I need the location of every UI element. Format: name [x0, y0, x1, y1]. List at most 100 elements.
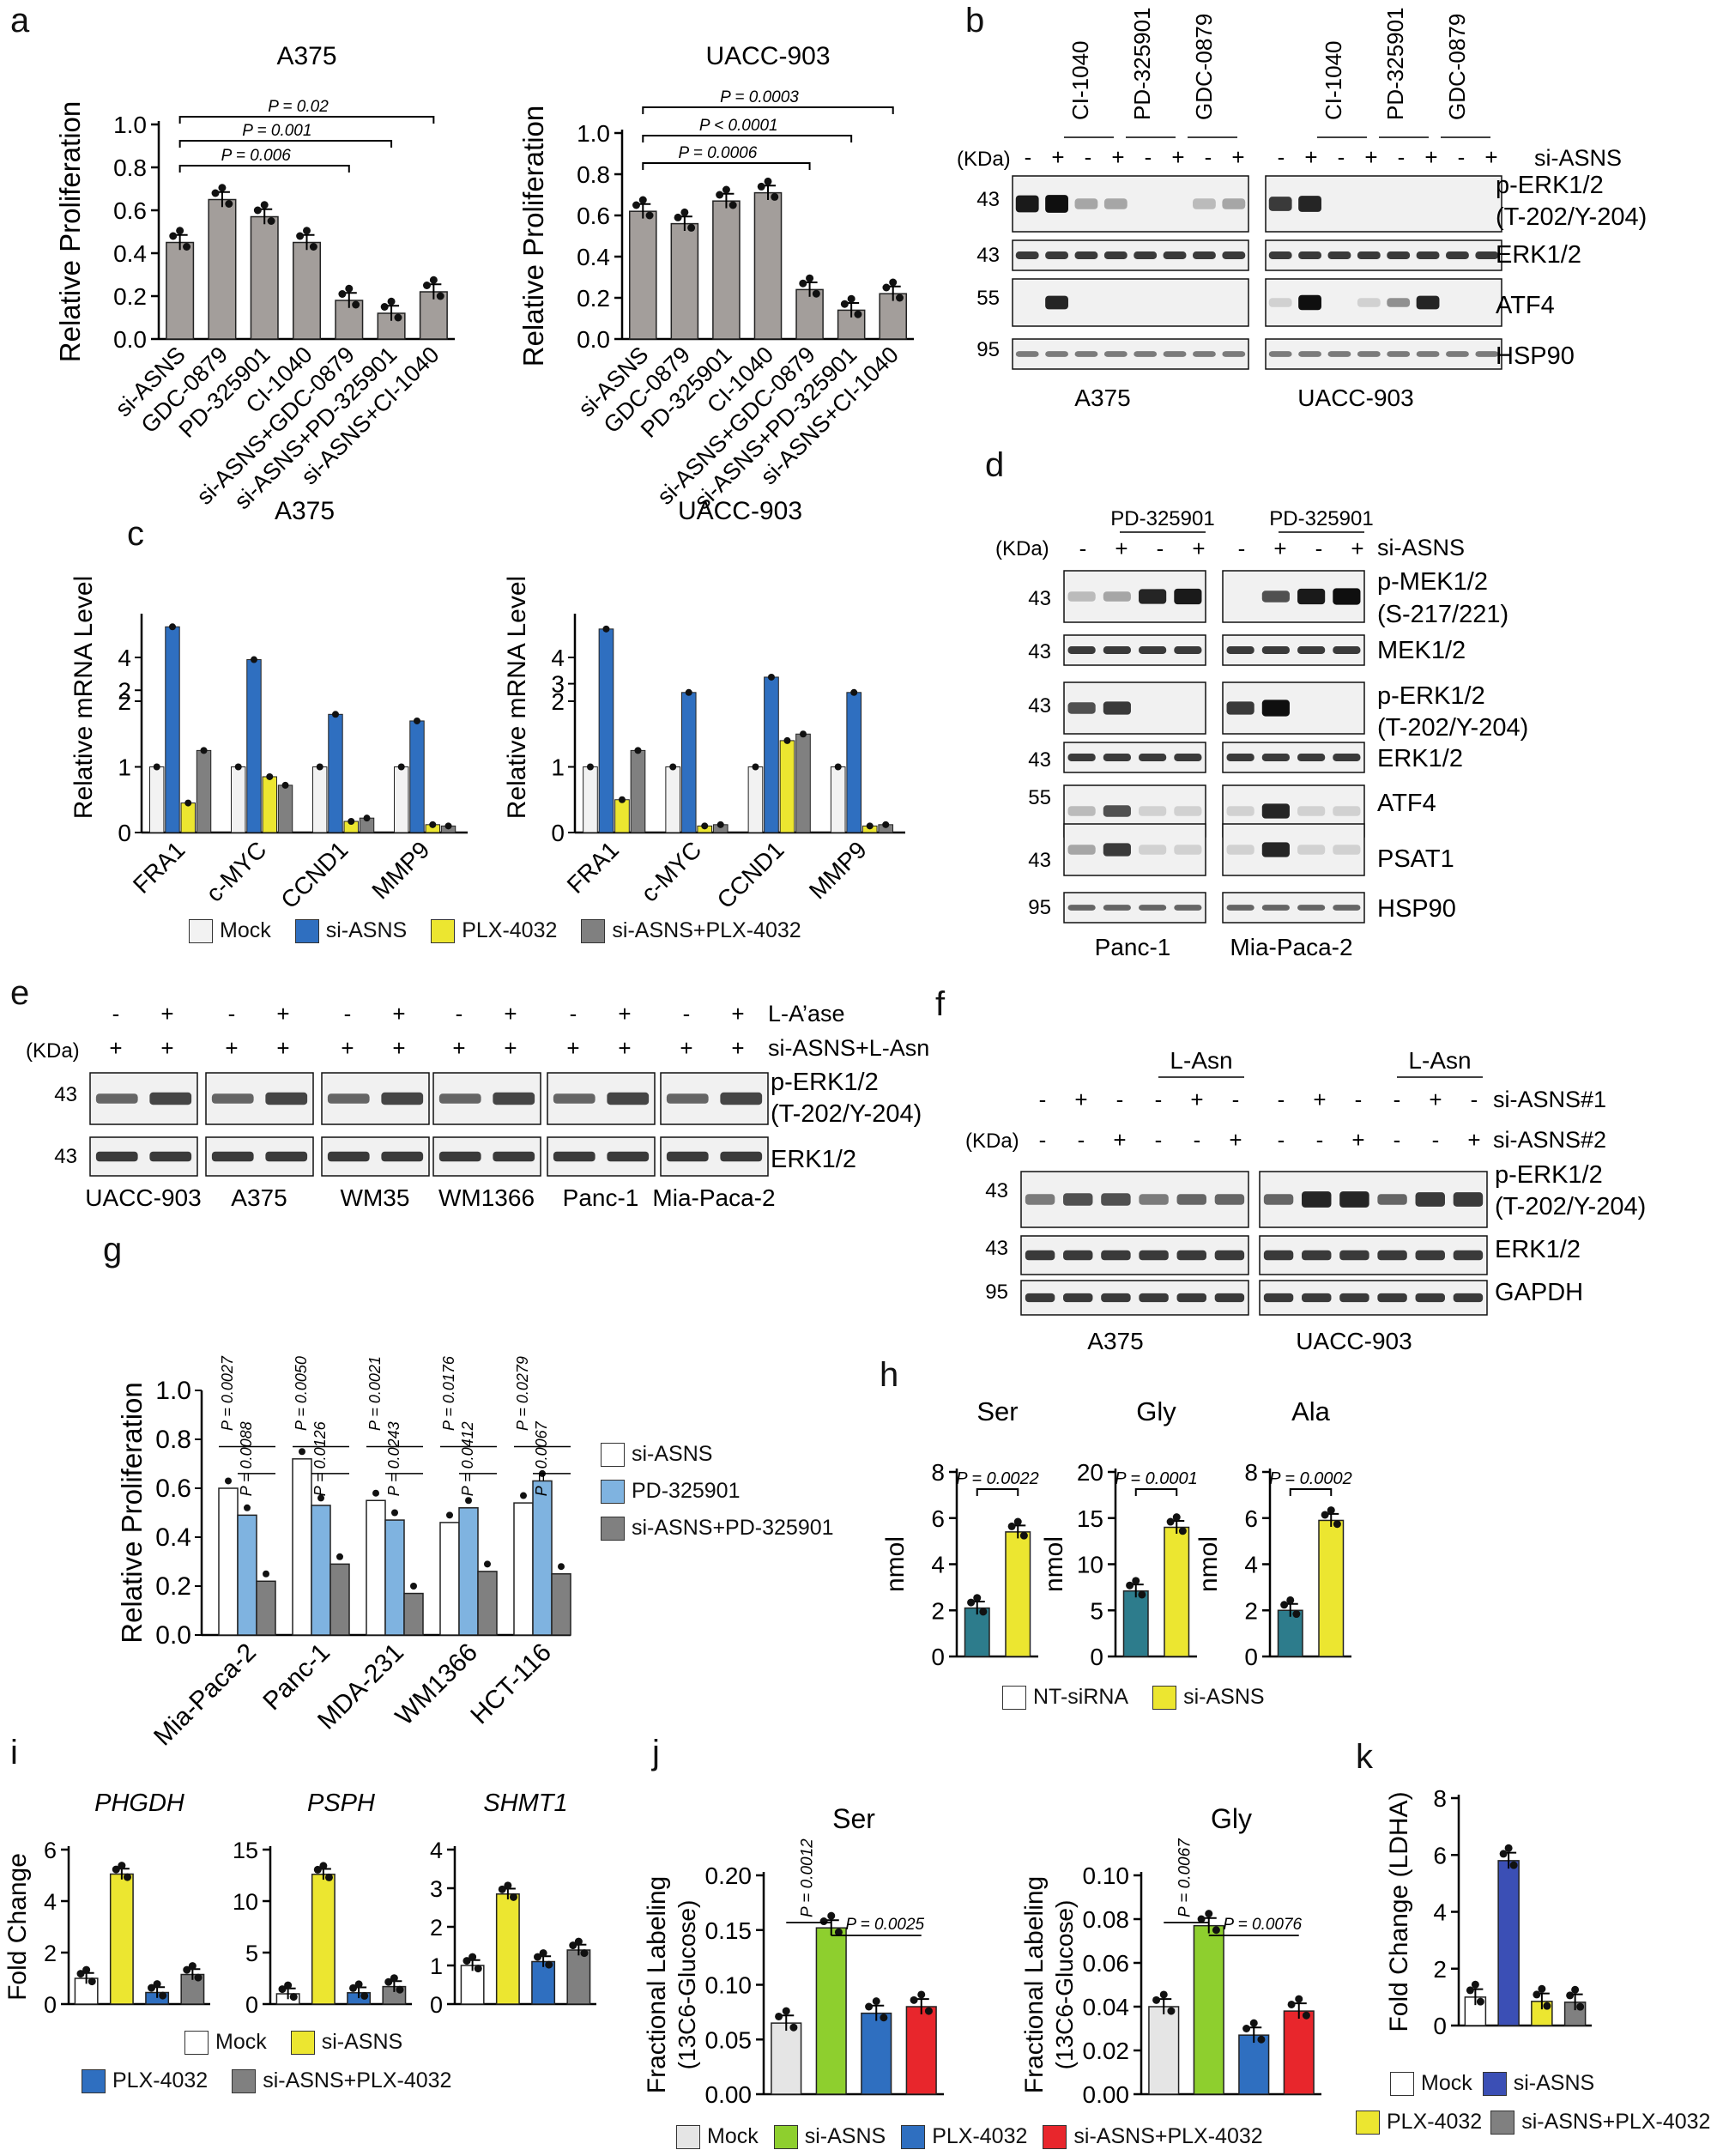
- data-point: [363, 815, 371, 822]
- blot-band: [211, 1093, 254, 1104]
- data-point: [309, 243, 317, 251]
- data-point: [895, 294, 904, 302]
- data-point: [1287, 2000, 1296, 2008]
- data-point: [263, 1570, 269, 1578]
- data-point: [169, 232, 178, 240]
- blot-band: [149, 1092, 192, 1105]
- panel-label-k: k: [1356, 1738, 1373, 1776]
- data-point: [123, 1873, 131, 1881]
- data-point: [250, 656, 257, 663]
- data-point: [352, 300, 360, 309]
- blot-band: [1327, 351, 1351, 357]
- legend-swatch-mock: [676, 2124, 700, 2149]
- kda-marker: 43: [54, 1145, 77, 1168]
- legend-k-0: Mock: [1421, 2071, 1472, 2095]
- y-tick-label: 1: [118, 754, 131, 781]
- blot-band: [211, 1151, 254, 1162]
- cell-line-label: A375: [231, 1184, 287, 1211]
- y-tick-label: 0.0: [155, 1621, 191, 1650]
- blot-band: [1101, 1250, 1131, 1261]
- sign: -: [1398, 144, 1406, 170]
- sign: +: [1484, 144, 1497, 170]
- sign: -: [1316, 1127, 1324, 1153]
- y-axis-label: Fractional Labeling: [643, 1876, 671, 2094]
- data-point: [153, 1980, 161, 1989]
- chart-title: PHGDH: [94, 1790, 184, 1817]
- data-point: [474, 1965, 482, 1973]
- legend-swatch-mock: [1390, 2071, 1414, 2096]
- sign: +: [225, 1035, 238, 1061]
- chart-j1: 0.00 0.05 0.10 0.15 0.20 Ser Fractional Labeli…: [643, 1803, 944, 2108]
- blot-band: [1415, 1250, 1445, 1261]
- data-point: [847, 294, 855, 303]
- y-tick-label: 0.4: [155, 1523, 191, 1552]
- blot-band: [1176, 1250, 1206, 1261]
- blot-band: [1416, 351, 1440, 357]
- blot-band: [1067, 845, 1096, 855]
- blot-band: [493, 1151, 535, 1162]
- blot-band: [149, 1151, 192, 1162]
- chart-title: Ser: [832, 1803, 875, 1834]
- data-point: [1471, 1980, 1479, 1989]
- data-point: [281, 781, 289, 789]
- legend-g-2: si-ASNS+PD-325901: [632, 1516, 834, 1540]
- data-point: [882, 283, 891, 292]
- blot-band: [1261, 590, 1290, 603]
- p-value-label: P = 0.0021: [366, 1356, 384, 1431]
- legend-i-0: Mock: [215, 2030, 267, 2054]
- data-point: [789, 2023, 798, 2032]
- y-axis-label: nmol: [881, 1536, 910, 1592]
- data-point: [316, 763, 323, 771]
- data-point: [1504, 1844, 1513, 1852]
- kda-marker: 95: [1028, 896, 1051, 919]
- sign: +: [1171, 144, 1184, 170]
- blot-band: [1268, 298, 1292, 307]
- kda-marker: 43: [976, 188, 1000, 211]
- blot-band: [1214, 1250, 1245, 1261]
- p-value-label: P = 0.0076: [1223, 1916, 1302, 1934]
- blot-band: [1103, 701, 1131, 715]
- data-point: [799, 730, 807, 738]
- data-point: [1152, 1996, 1161, 2004]
- y-tick-label: 2: [1433, 1956, 1447, 1983]
- blot-membrane: [1259, 1171, 1488, 1228]
- blot-band: [1067, 702, 1096, 714]
- y-tick-label: 2: [118, 688, 131, 715]
- blot-band: [1063, 1193, 1093, 1206]
- y-tick-label: 2: [1244, 1597, 1258, 1624]
- blot-band: [1226, 646, 1254, 654]
- legend-swatch-si-asns: [773, 2124, 798, 2149]
- legend-swatch-si-asns: [294, 918, 319, 943]
- kda-label: (KDa): [965, 1129, 1019, 1153]
- kda-label: (KDa): [957, 148, 1011, 171]
- y-tick-label: 0.2: [577, 285, 610, 312]
- data-point: [806, 274, 814, 282]
- blot-band: [1103, 905, 1131, 911]
- y-tick-label: 10: [233, 1889, 258, 1915]
- data-point: [634, 747, 642, 754]
- data-point: [317, 1494, 324, 1502]
- data-point: [1280, 1601, 1289, 1609]
- legend-g-0: si-ASNS: [632, 1442, 713, 1466]
- y-tick-label: 1.0: [155, 1377, 191, 1405]
- blot-band: [1261, 646, 1290, 654]
- bar: [256, 1580, 276, 1636]
- kda-marker: 43: [985, 1237, 1008, 1260]
- data-point: [194, 1973, 203, 1982]
- cell-line-label: Mia-Paca-2: [1230, 934, 1352, 960]
- legend-j: Mock si-ASNS PLX-4032 si-ASNS+PLX-4032: [676, 2124, 1263, 2149]
- sign: +: [1424, 144, 1437, 170]
- blot-row-label: p-ERK1/2: [1496, 172, 1604, 199]
- y-tick-label: 4: [551, 645, 565, 671]
- data-point: [674, 213, 682, 221]
- blot-band: [1015, 351, 1039, 357]
- data-point: [669, 763, 677, 771]
- data-point: [1013, 1517, 1022, 1526]
- data-point: [827, 1911, 836, 1920]
- data-point: [484, 1560, 491, 1568]
- y-axis-label: Fold Change (LDHA): [1385, 1791, 1413, 2032]
- blot-band: [1377, 1194, 1407, 1205]
- bar: [329, 1563, 350, 1636]
- data-point: [410, 1583, 417, 1590]
- blot-row-label: PSAT1: [1377, 845, 1454, 873]
